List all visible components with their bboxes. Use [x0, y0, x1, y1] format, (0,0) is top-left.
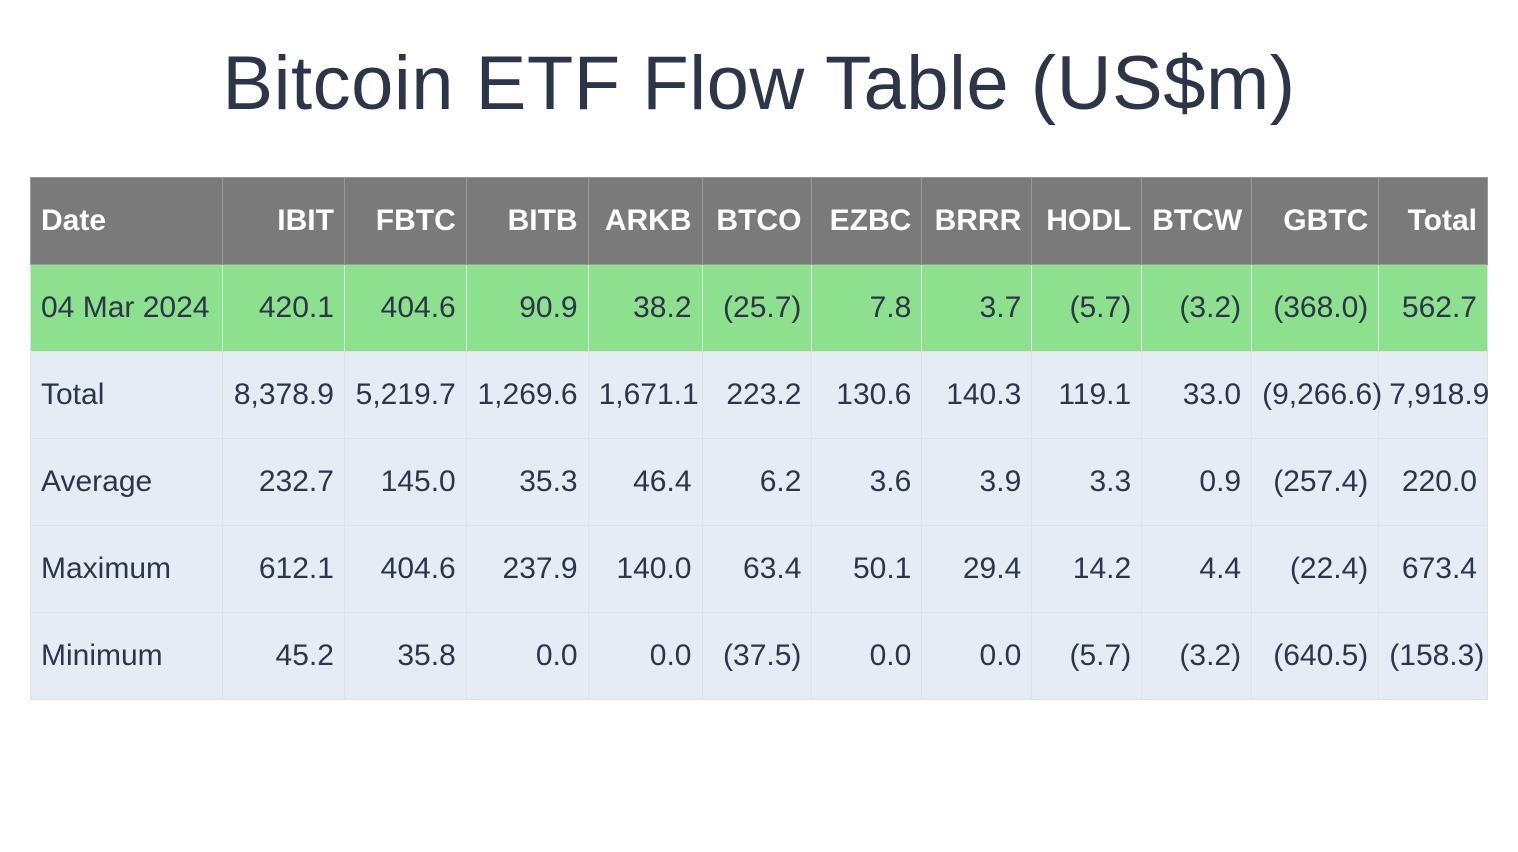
table-body: 04 Mar 2024420.1404.690.938.2(25.7)7.83.…: [31, 265, 1488, 700]
data-cell: 8,378.9: [223, 352, 345, 439]
data-cell: 3.6: [812, 439, 922, 526]
data-cell: 140.0: [588, 526, 702, 613]
table-row: Maximum612.1404.6237.9140.063.450.129.41…: [31, 526, 1488, 613]
data-cell: (22.4): [1252, 526, 1379, 613]
data-cell: 35.3: [466, 439, 588, 526]
data-cell: 130.6: [812, 352, 922, 439]
column-header: BTCO: [702, 178, 812, 265]
data-cell: 46.4: [588, 439, 702, 526]
data-cell: (368.0): [1252, 265, 1379, 352]
data-cell: 404.6: [344, 265, 466, 352]
column-header: EZBC: [812, 178, 922, 265]
data-cell: (640.5): [1252, 613, 1379, 700]
data-cell: (9,266.6): [1252, 352, 1379, 439]
column-header: FBTC: [344, 178, 466, 265]
data-cell: 673.4: [1379, 526, 1488, 613]
table-row: Average232.7145.035.346.46.23.63.93.30.9…: [31, 439, 1488, 526]
data-cell: (3.2): [1142, 613, 1252, 700]
data-cell: 4.4: [1142, 526, 1252, 613]
data-cell: 0.0: [588, 613, 702, 700]
table-row: Total8,378.95,219.71,269.61,671.1223.213…: [31, 352, 1488, 439]
data-cell: 232.7: [223, 439, 345, 526]
data-cell: 7.8: [812, 265, 922, 352]
table-row: Minimum45.235.80.00.0(37.5)0.00.0(5.7)(3…: [31, 613, 1488, 700]
data-cell: 0.0: [812, 613, 922, 700]
data-cell: 5,219.7: [344, 352, 466, 439]
data-cell: 420.1: [223, 265, 345, 352]
column-header: Date: [31, 178, 223, 265]
data-cell: 0.0: [466, 613, 588, 700]
row-label: Minimum: [31, 613, 223, 700]
column-header: GBTC: [1252, 178, 1379, 265]
row-label: Total: [31, 352, 223, 439]
data-cell: 7,918.9: [1379, 352, 1488, 439]
column-header: BRRR: [922, 178, 1032, 265]
column-header: Total: [1379, 178, 1488, 265]
data-cell: 38.2: [588, 265, 702, 352]
etf-flow-table: DateIBITFBTCBITBARKBBTCOEZBCBRRRHODLBTCW…: [30, 177, 1488, 700]
data-cell: 3.9: [922, 439, 1032, 526]
column-header: IBIT: [223, 178, 345, 265]
data-cell: 3.3: [1032, 439, 1142, 526]
data-cell: 140.3: [922, 352, 1032, 439]
data-cell: (3.2): [1142, 265, 1252, 352]
data-cell: (25.7): [702, 265, 812, 352]
data-cell: 237.9: [466, 526, 588, 613]
data-cell: 0.0: [922, 613, 1032, 700]
data-cell: 35.8: [344, 613, 466, 700]
data-cell: 29.4: [922, 526, 1032, 613]
data-cell: (158.3): [1379, 613, 1488, 700]
data-cell: 119.1: [1032, 352, 1142, 439]
data-cell: 404.6: [344, 526, 466, 613]
table-row: 04 Mar 2024420.1404.690.938.2(25.7)7.83.…: [31, 265, 1488, 352]
data-cell: (5.7): [1032, 613, 1142, 700]
data-cell: 562.7: [1379, 265, 1488, 352]
data-cell: (5.7): [1032, 265, 1142, 352]
data-cell: 6.2: [702, 439, 812, 526]
header-row: DateIBITFBTCBITBARKBBTCOEZBCBRRRHODLBTCW…: [31, 178, 1488, 265]
page-title: Bitcoin ETF Flow Table (US$m): [30, 40, 1488, 127]
row-label: Maximum: [31, 526, 223, 613]
data-cell: 1,671.1: [588, 352, 702, 439]
data-cell: 612.1: [223, 526, 345, 613]
data-cell: 90.9: [466, 265, 588, 352]
data-cell: 33.0: [1142, 352, 1252, 439]
data-cell: 63.4: [702, 526, 812, 613]
data-cell: (257.4): [1252, 439, 1379, 526]
column-header: BTCW: [1142, 178, 1252, 265]
column-header: ARKB: [588, 178, 702, 265]
data-cell: 50.1: [812, 526, 922, 613]
data-cell: 3.7: [922, 265, 1032, 352]
page-root: Bitcoin ETF Flow Table (US$m) DateIBITFB…: [0, 0, 1518, 740]
data-cell: 220.0: [1379, 439, 1488, 526]
table-head: DateIBITFBTCBITBARKBBTCOEZBCBRRRHODLBTCW…: [31, 178, 1488, 265]
data-cell: 223.2: [702, 352, 812, 439]
column-header: BITB: [466, 178, 588, 265]
data-cell: 45.2: [223, 613, 345, 700]
data-cell: (37.5): [702, 613, 812, 700]
data-cell: 14.2: [1032, 526, 1142, 613]
row-label: 04 Mar 2024: [31, 265, 223, 352]
column-header: HODL: [1032, 178, 1142, 265]
data-cell: 1,269.6: [466, 352, 588, 439]
data-cell: 0.9: [1142, 439, 1252, 526]
row-label: Average: [31, 439, 223, 526]
data-cell: 145.0: [344, 439, 466, 526]
